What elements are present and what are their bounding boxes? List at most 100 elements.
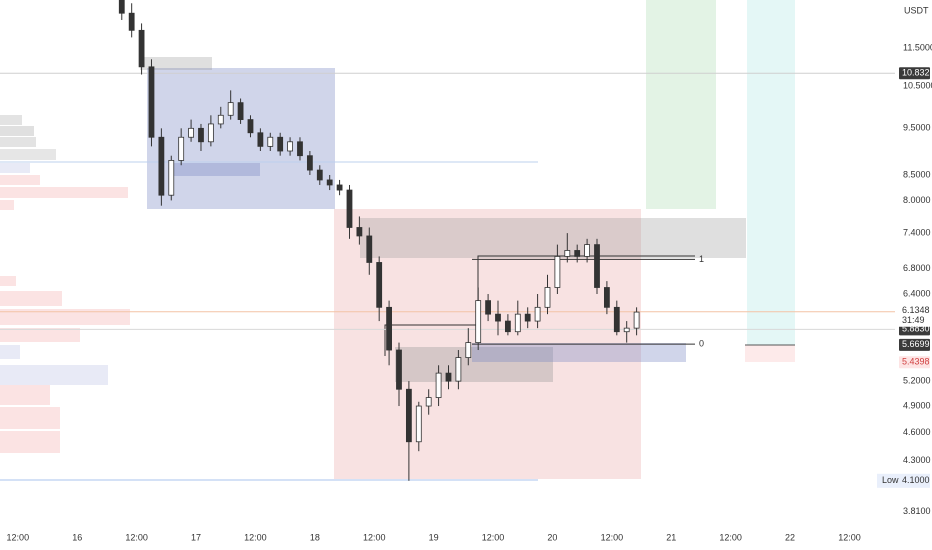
- order-block: [140, 57, 212, 70]
- structure-line: [384, 324, 478, 356]
- candle-body: [336, 184, 343, 191]
- candle-body: [485, 300, 491, 315]
- y-tick-label: 11.5000: [903, 43, 932, 53]
- y-tick-label: 9.5000: [903, 123, 931, 133]
- candle-body: [297, 141, 303, 157]
- candle-body: [138, 29, 145, 68]
- y-tick-label: 8.0000: [903, 195, 931, 205]
- candle-body: [267, 136, 274, 147]
- price-tag-label: 5.4398: [902, 357, 930, 367]
- candle-body: [524, 313, 531, 322]
- candle-body: [425, 397, 432, 407]
- volume-profile-bar: [0, 309, 130, 325]
- current-price-label: 6.1348: [902, 305, 930, 315]
- candle-body: [415, 405, 422, 443]
- volume-profile-bar: [0, 385, 50, 405]
- y-tick-label: 8.5000: [903, 169, 931, 179]
- volume-profile-bar: [0, 276, 16, 286]
- candle-body: [475, 300, 482, 344]
- candle-body: [584, 244, 590, 257]
- candle-body: [544, 287, 551, 308]
- low-label: 4.1000: [902, 475, 930, 485]
- candle-body: [277, 136, 284, 152]
- low-name: Low: [882, 475, 899, 485]
- candle-body: [564, 250, 571, 257]
- candle-body: [455, 357, 462, 382]
- x-tick-label: 22: [785, 532, 795, 542]
- y-unit: USDT: [904, 5, 929, 15]
- candle-body: [227, 102, 234, 116]
- candle-body: [514, 313, 521, 333]
- x-tick-label: 16: [72, 532, 82, 542]
- volume-profile-bar: [0, 407, 60, 429]
- candle-body: [346, 189, 353, 228]
- target-zone: [747, 0, 795, 345]
- y-tick-label: 6.4000: [903, 288, 931, 298]
- candle-body: [574, 250, 581, 257]
- y-tick-label: 10.5000: [903, 81, 932, 91]
- x-tick-label: 21: [666, 532, 676, 542]
- candle-body: [633, 311, 640, 329]
- volume-profile-bar: [0, 175, 40, 185]
- volume-profile-bar: [0, 137, 36, 147]
- candle-body: [316, 169, 323, 181]
- candle-body: [237, 102, 244, 120]
- candle-body: [613, 306, 620, 333]
- y-tick-label: 7.4000: [903, 227, 931, 237]
- candle-body: [594, 244, 600, 288]
- candle-body: [178, 136, 185, 161]
- x-tick-label: 12:00: [244, 532, 267, 542]
- x-tick-label: 12:00: [363, 532, 386, 542]
- candle-body: [326, 179, 333, 186]
- volume-profile-bar: [0, 365, 108, 385]
- candle-body: [376, 262, 383, 308]
- demand-zone: [472, 343, 686, 362]
- candle-body: [465, 342, 472, 358]
- x-tick-label: 17: [191, 532, 201, 542]
- current-price-tag: [899, 304, 930, 327]
- x-tick-label: 12:00: [125, 532, 148, 542]
- price-tag-label: 10.8323: [902, 68, 932, 78]
- candle-body: [217, 114, 224, 125]
- order-block: [395, 347, 553, 382]
- stop-zone: [745, 345, 795, 362]
- candle-body: [306, 155, 313, 171]
- candle-body: [504, 320, 511, 333]
- y-tick-label: 4.6000: [903, 427, 931, 437]
- price-tag: [899, 356, 930, 369]
- candle-body: [495, 313, 501, 322]
- low-tag-bg: [877, 473, 930, 488]
- candle-body: [356, 227, 363, 237]
- volume-profile-bar: [0, 328, 80, 342]
- candle-body: [386, 306, 392, 351]
- candle-body: [158, 136, 165, 196]
- x-tick-label: 19: [429, 532, 439, 542]
- candle-body: [623, 327, 630, 333]
- candle-body: [188, 127, 194, 138]
- price-tag-label: 5.6699: [902, 339, 930, 349]
- x-tick-label: 18: [310, 532, 320, 542]
- order-block: [170, 163, 260, 176]
- y-tick-label: 4.3000: [903, 455, 931, 465]
- price-tag-label: 5.8830: [902, 324, 930, 334]
- y-tick-label: 3.8100: [903, 506, 931, 516]
- target-zone: [646, 0, 716, 209]
- candle-body: [247, 119, 254, 134]
- candle-body: [148, 66, 155, 138]
- supply-zone: [360, 218, 746, 258]
- volume-profile-bar: [0, 163, 30, 173]
- volume-profile-bar: [0, 115, 22, 125]
- candle-body: [207, 123, 214, 143]
- fib-label: 0: [699, 338, 704, 348]
- drawings: [0, 0, 795, 481]
- candle-body: [435, 372, 442, 398]
- candle-body: [534, 306, 541, 322]
- price-tag: [899, 338, 930, 351]
- candle-body: [118, 0, 125, 14]
- countdown-label: 31:49: [902, 315, 925, 325]
- candle-body: [257, 132, 264, 147]
- range-box: [147, 68, 335, 209]
- x-tick-label: 12:00: [838, 532, 861, 542]
